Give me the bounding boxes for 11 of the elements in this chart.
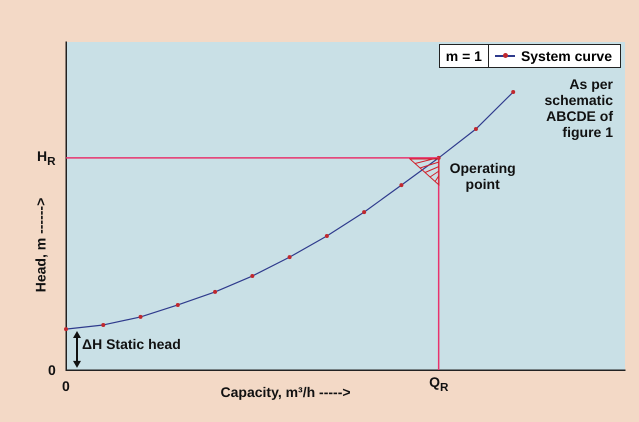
text: 0 xyxy=(48,362,56,378)
annotation: ΔH Static head xyxy=(82,336,181,352)
x-axis-title: Capacity, m³/h -----> xyxy=(220,384,351,400)
annotation: Operating point xyxy=(448,160,517,192)
legend-title: m = 1 xyxy=(440,45,489,67)
text: 0 xyxy=(62,378,70,394)
legend-label: System curve xyxy=(520,48,612,64)
annotation: As per schematic ABCDE of figure 1 xyxy=(544,76,613,140)
y-axis-title: Head, m ------> xyxy=(32,198,48,292)
ref-line-label: H$_{R}$ xyxy=(37,148,56,168)
text: Q$_{R}$ xyxy=(429,374,448,394)
